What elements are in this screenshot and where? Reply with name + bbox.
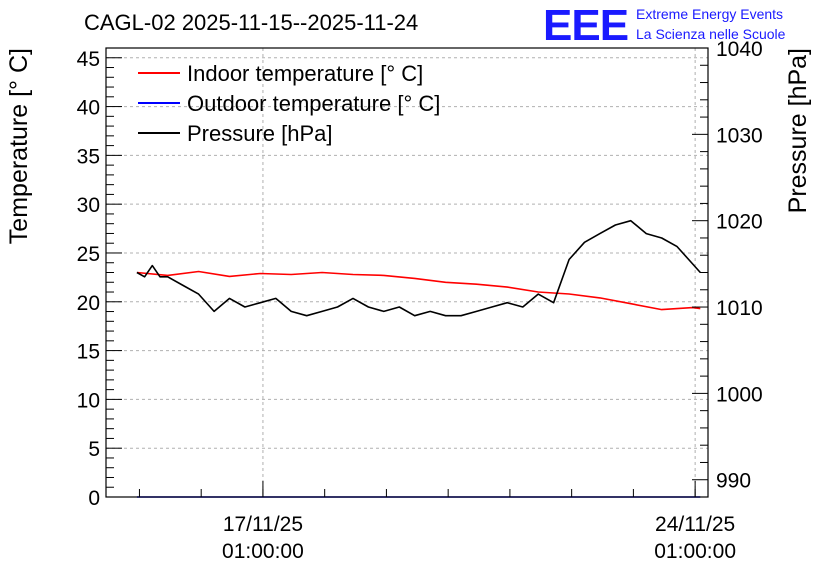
y-tick-label: 35 <box>77 145 100 168</box>
y2-tick-label: 1020 <box>716 211 763 234</box>
series-line-0 <box>136 270 701 311</box>
y2-tick-label: 1010 <box>716 297 763 320</box>
y-tick-label: 20 <box>77 292 100 315</box>
y2-tick-label: 990 <box>716 470 751 493</box>
y-tick-label: 45 <box>77 48 100 71</box>
y-tick-label: 40 <box>77 97 100 120</box>
x-tick-label-date: 17/11/25 <box>223 513 303 536</box>
y-tick-label: 15 <box>77 341 100 364</box>
y-tick-label: 25 <box>77 243 100 266</box>
y2-tick-label: 1030 <box>716 124 763 147</box>
x-tick-label-time: 01:00:00 <box>222 540 304 563</box>
axes: 0 5 10 15 20 25 30 35 40 45 990 1000 1010 1020 1030 104… <box>77 38 763 563</box>
series-layer <box>136 219 701 498</box>
legend-label-0: Indoor temperature [° C] <box>187 61 423 86</box>
eee-logo: EEE Extreme Energy Events La Scienza nel… <box>543 1 786 50</box>
x-tick-label-time: 01:00:00 <box>654 540 736 563</box>
logo-line-2: La Scienza nelle Scuole <box>636 26 786 42</box>
chart-title: CAGL-02 2025-11-15--2025-11-24 <box>84 10 418 35</box>
y-axis-title: Temperature [° C] <box>5 48 33 244</box>
y-tick-label: 5 <box>88 438 100 461</box>
legend: Indoor temperature [° C] Outdoor temperat… <box>138 61 440 146</box>
logo-line-1: Extreme Energy Events <box>636 6 783 22</box>
logo-letters: EEE <box>543 1 628 50</box>
y-tick-label: 10 <box>77 389 100 412</box>
series-line-2 <box>136 219 701 317</box>
x-tick-label-date: 24/11/25 <box>655 513 735 536</box>
y2-tick-label: 1040 <box>716 38 763 61</box>
y-tick-label: 0 <box>88 487 100 510</box>
y-tick-label: 30 <box>77 194 100 217</box>
legend-label-2: Pressure [hPa] <box>187 121 333 146</box>
y2-axis-title: Pressure [hPa] <box>784 48 812 213</box>
y2-tick-label: 1000 <box>716 383 763 406</box>
legend-label-1: Outdoor temperature [° C] <box>187 91 440 116</box>
grid <box>106 48 708 498</box>
